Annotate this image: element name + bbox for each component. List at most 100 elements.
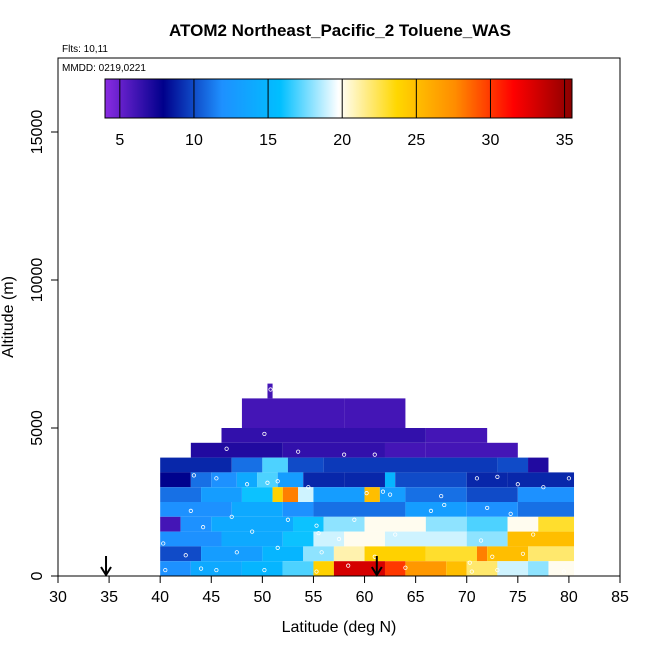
heatmap-cell-6-3: [272, 487, 283, 502]
heatmap-cell-8-3: [293, 516, 324, 532]
sample-point-42: [275, 545, 280, 550]
heatmap-cell-11-6: [384, 561, 406, 576]
heatmap-cell-10-2: [262, 546, 304, 562]
heatmap-cell-8-8: [507, 516, 539, 532]
sample-point-22: [566, 476, 572, 481]
heatmap-cell-6-5: [298, 487, 314, 502]
sample-point-47: [520, 551, 526, 556]
arrow-left-marker: [100, 556, 112, 577]
colorbar-tick-label-6: 35: [556, 132, 574, 149]
sample-point-16: [387, 492, 393, 497]
heatmap-cell-11-3: [282, 561, 314, 576]
sample-point-18: [474, 476, 480, 481]
heatmap-cell-5-7: [344, 472, 385, 488]
heatmap-cell-7-2: [282, 502, 314, 517]
heatmap-cell-6-1: [201, 487, 242, 502]
heatmap-cell-4-0: [160, 457, 232, 473]
colorbar-tick-labels: 5 10 15 20 25 30 35: [115, 132, 573, 149]
sample-point-26: [314, 523, 319, 528]
sample-point-29: [442, 502, 447, 508]
colorbar-tick-lines: [119, 79, 566, 118]
heatmap-cell-6-2: [241, 487, 273, 502]
heatmap-cell-9-2: [282, 531, 314, 547]
heatmap-cell-3-1: [282, 442, 385, 458]
heatmap-cell-8-2: [211, 516, 294, 532]
x-axis: 30 35 40 45 50 55 60 65 70 75 80 85: [49, 575, 629, 606]
heatmap-cell-11-10: [497, 561, 529, 576]
heatmap-cell-7-1: [231, 502, 283, 517]
sample-point-49: [198, 566, 204, 571]
heatmap-cell-6-8: [379, 487, 406, 502]
sample-point-9: [214, 476, 219, 481]
heatmap-cell-10-8: [487, 546, 529, 562]
sample-point-5: [372, 452, 377, 457]
heatmap-layer: [160, 383, 575, 576]
heatmap-cell-6-4: [282, 487, 299, 502]
chart-title: ATOM2 Northeast_Pacific_2 Toluene_WAS: [169, 21, 511, 40]
colorbar-tick-label-2: 15: [259, 132, 277, 149]
sample-point-2: [224, 446, 229, 451]
sample-point-6: [510, 433, 515, 438]
sample-point-8: [191, 473, 197, 478]
sample-point-7: [534, 449, 539, 454]
sample-point-38: [531, 532, 536, 537]
sample-point-31: [508, 511, 513, 516]
heatmap-cell-5-0: [160, 472, 191, 488]
heatmap-cell-6-10: [466, 487, 518, 502]
sample-point-46: [490, 554, 495, 559]
colorbar-tick-label-4: 25: [407, 132, 425, 149]
heatmap-cell-7-6: [517, 502, 575, 517]
sample-point-40: [183, 553, 188, 558]
sample-point-54: [403, 565, 408, 570]
x-tick-label-5: 55: [305, 589, 323, 606]
sample-point-21: [541, 485, 546, 490]
heatmap-cell-9-7: [507, 531, 575, 547]
colorbar-gradient: [104, 78, 573, 119]
x-tick-label-0: 30: [49, 589, 67, 606]
heatmap-cell-8-6: [425, 516, 467, 532]
y-axis: 0 5000 10000 15000: [29, 110, 59, 580]
heatmap-cell-6-9: [405, 487, 467, 502]
x-tick-label-3: 45: [202, 589, 220, 606]
sample-point-53: [346, 563, 351, 568]
sample-point-12: [275, 479, 280, 484]
heatmap-cell-7-4: [405, 502, 467, 517]
heatmap-cell-8-0: [160, 516, 181, 532]
sample-point-33: [250, 529, 255, 534]
heatmap-cell-9-1: [221, 531, 283, 547]
sample-point-35: [336, 536, 342, 542]
sample-point-1: [262, 431, 267, 437]
heatmap-cell-8-9: [538, 516, 575, 532]
heatmap-cell-10-7: [476, 546, 488, 562]
heatmap-cell-10-1: [201, 546, 263, 562]
heatmap-cell-4-6: [528, 457, 549, 473]
sample-point-32: [200, 525, 206, 530]
heatmap-cell-11-2: [241, 561, 283, 576]
sample-point-41: [234, 550, 239, 555]
sample-point-56: [495, 567, 500, 573]
colorbar-tick-label-3: 20: [333, 132, 351, 149]
heatmap-cell-5-9: [395, 472, 467, 488]
dates-label: MMDD: 0219,0221: [62, 63, 146, 74]
x-tick-label-1: 35: [100, 589, 118, 606]
heatmap-cell-7-5: [466, 502, 518, 517]
sample-point-3: [296, 449, 301, 454]
heatmap-cell-8-5: [364, 516, 426, 532]
sample-point-37: [478, 538, 484, 543]
sample-point-17: [439, 493, 444, 499]
heatmap-cell-4-1: [231, 457, 263, 473]
y-tick-label-1: 5000: [29, 410, 46, 446]
heatmap-cell-10-9: [528, 546, 575, 562]
heatmap-cell-5-10: [466, 472, 508, 488]
sample-point-48: [163, 567, 168, 573]
sample-point-25: [285, 517, 291, 522]
heatmap-cell-9-4: [344, 531, 385, 547]
sample-point-34: [316, 530, 321, 536]
heatmap-cell-10-6: [425, 546, 477, 562]
sample-points-layer: [161, 387, 572, 574]
heatmap-cell-7-0: [160, 502, 232, 517]
heatmap-cell-2-0: [221, 428, 426, 443]
heatmap-cell-4-4: [323, 457, 498, 473]
sample-point-19: [495, 474, 500, 479]
